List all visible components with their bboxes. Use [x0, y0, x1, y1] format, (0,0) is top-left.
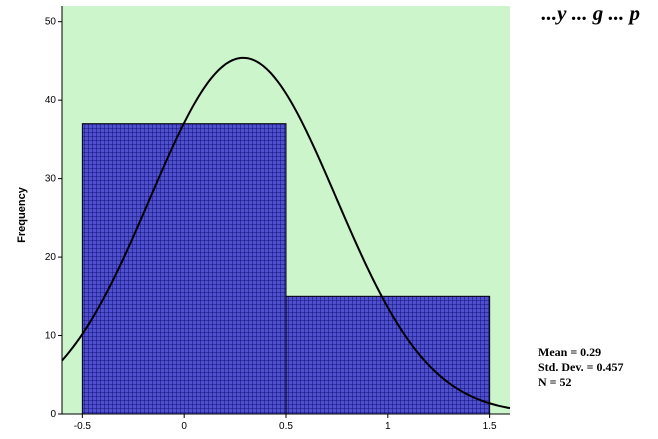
y-tick-label: 0: [50, 409, 56, 420]
y-axis-title: Frequency: [16, 186, 28, 243]
bars-group: [81, 123, 491, 415]
histogram-bar: [285, 295, 491, 415]
y-tick-label: 50: [45, 17, 57, 28]
histogram-bar: [81, 123, 287, 415]
y-ticks-group: 0 10 20 30 40 50: [45, 17, 62, 420]
stat-mean: Mean = 0.29: [538, 345, 601, 359]
x-tick-label: 1.5: [483, 421, 497, 432]
chart-title: ...y ... g ... p: [541, 1, 640, 25]
y-tick-label: 40: [45, 95, 57, 106]
x-tick-label: 1: [385, 421, 391, 432]
x-ticks-group: -0.5 0 0.5 1 1.5: [74, 414, 497, 432]
stat-std-dev: Std. Dev. = 0.457: [538, 360, 624, 374]
stat-n: N = 52: [538, 375, 572, 389]
x-tick-label: 0.5: [279, 421, 293, 432]
x-tick-label: -0.5: [74, 421, 92, 432]
x-tick-label: 0: [181, 421, 187, 432]
normal-curve: [61, 56, 511, 410]
y-tick-label: 10: [45, 331, 57, 342]
y-tick-label: 30: [45, 174, 57, 185]
y-tick-label: 20: [45, 252, 57, 263]
